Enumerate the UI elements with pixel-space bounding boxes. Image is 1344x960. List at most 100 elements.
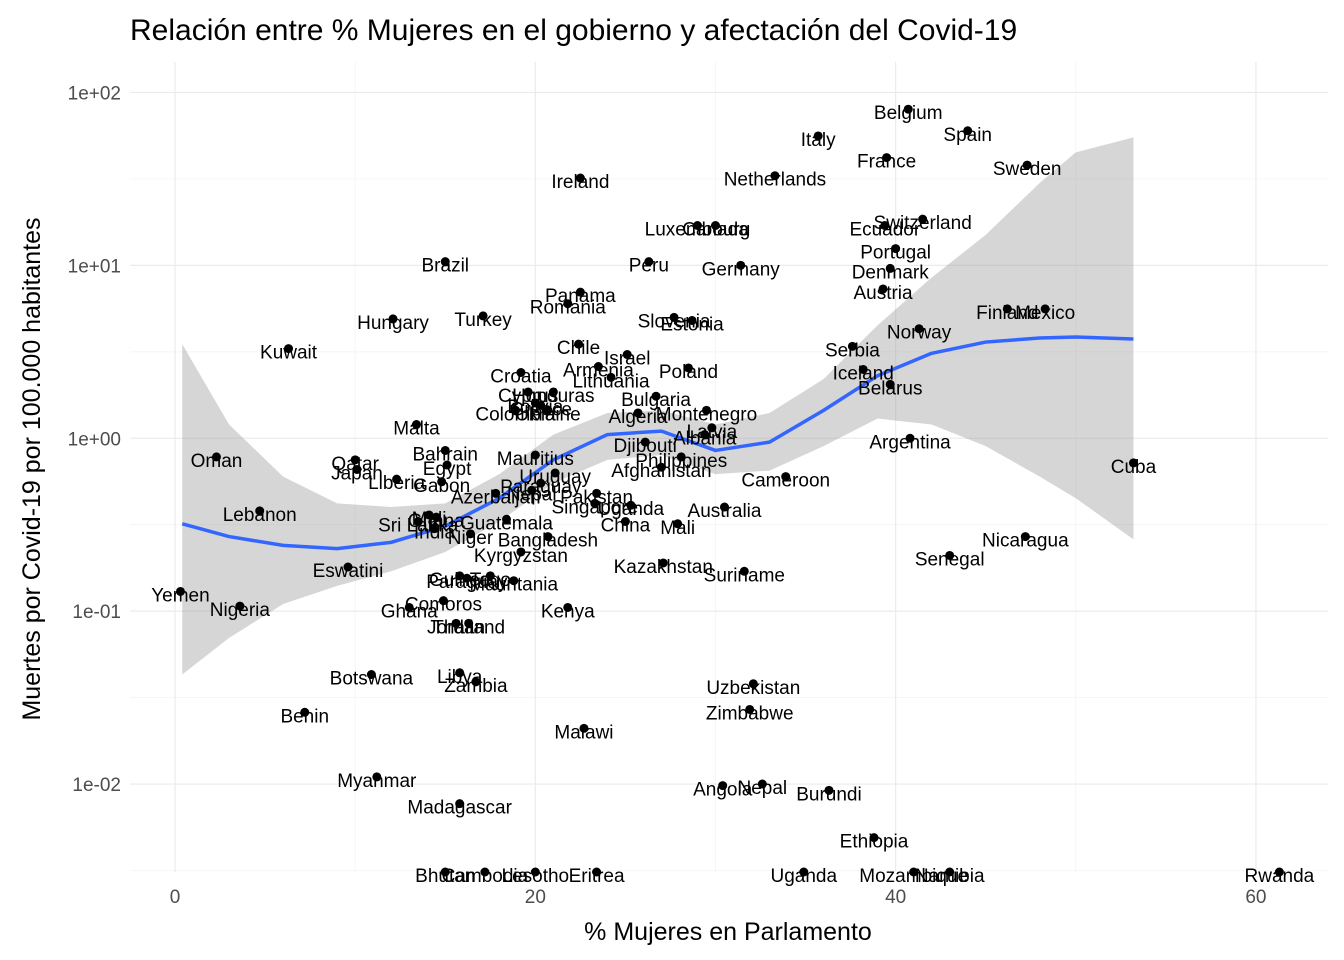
data-point (880, 221, 890, 231)
data-point (429, 524, 439, 534)
point-label: Turkey (454, 310, 512, 331)
data-point (485, 571, 495, 581)
point-label: Libya (437, 667, 483, 688)
data-point (593, 362, 603, 372)
data-point (736, 260, 746, 270)
point-label: Liberia (368, 473, 425, 494)
point-label: Togo (470, 570, 511, 591)
data-point (885, 379, 895, 389)
data-point (606, 372, 616, 382)
data-point (1020, 532, 1030, 542)
data-point (548, 387, 558, 397)
point-label: Germany (702, 259, 781, 280)
point-label: Colombia (475, 404, 556, 425)
data-point (455, 799, 465, 809)
point-label: Austria (853, 283, 913, 304)
point-label: Malta (393, 419, 440, 440)
data-point (442, 460, 452, 470)
data-point (530, 867, 540, 877)
data-point (440, 445, 450, 455)
data-point (502, 514, 512, 524)
point-label: Guinea (429, 570, 491, 591)
point-label: Lithuania (572, 371, 650, 392)
data-point (550, 468, 560, 478)
point-label: Belarus (858, 378, 922, 399)
point-label: Canada (682, 220, 749, 241)
data-point (372, 772, 382, 782)
data-point (516, 547, 526, 557)
point-label: Eritrea (569, 866, 625, 887)
data-point (343, 562, 353, 572)
point-label: Netherlands (724, 170, 826, 191)
data-point (451, 618, 461, 628)
data-point (480, 867, 490, 877)
data-point (464, 618, 474, 628)
point-label: Burundi (796, 784, 862, 805)
point-label: Panama (545, 286, 616, 307)
data-point (885, 263, 895, 273)
data-point (687, 315, 697, 325)
point-label: Belgium (874, 103, 943, 124)
data-point (438, 596, 448, 606)
data-point (516, 368, 526, 378)
grid-lines (130, 62, 1328, 872)
confidence-ribbon (182, 137, 1134, 675)
point-label: Uganda (598, 499, 665, 520)
data-point (882, 153, 892, 163)
point-label: Jordan (427, 617, 485, 638)
point-label: India (414, 523, 456, 544)
data-point (651, 391, 661, 401)
data-point (235, 601, 245, 611)
data-point (440, 867, 450, 877)
data-point (718, 781, 728, 791)
data-point (658, 558, 668, 568)
data-point (536, 400, 546, 410)
point-label: Israel (604, 349, 650, 370)
data-point (905, 433, 915, 443)
y-tick-label: 1e+01 (68, 256, 121, 277)
point-label: Cuba (1111, 457, 1157, 478)
point-label: Namibia (915, 866, 985, 887)
data-point (710, 221, 720, 231)
point-label: Paraguay (500, 477, 582, 498)
point-label: Sweden (993, 159, 1062, 180)
data-point (300, 707, 310, 717)
point-label: Ireland (551, 172, 609, 193)
data-point (748, 679, 758, 689)
data-point (622, 350, 632, 360)
y-axis-ticks: 1e-02 1e-01 1e+00 1e+01 1e+02 (68, 83, 121, 796)
point-label: Eswatini (313, 561, 384, 582)
data-point (536, 478, 546, 488)
data-point (770, 171, 780, 181)
point-label: Cambodia (442, 866, 529, 887)
data-point (440, 257, 450, 267)
data-point (878, 284, 888, 294)
data-point (175, 586, 185, 596)
point-label: Comoros (405, 595, 482, 616)
point-label: Lebanon (223, 505, 297, 526)
point-label: Chile (557, 338, 600, 359)
data-point (366, 670, 376, 680)
point-label: Kuwait (260, 343, 318, 364)
point-label: Serbia (825, 340, 880, 361)
x-tick-label: 40 (885, 887, 906, 908)
data-point (918, 214, 928, 224)
data-point (626, 500, 636, 510)
point-label: Japan (331, 463, 383, 484)
point-label: Yemen (151, 585, 209, 606)
point-label: Nigeria (210, 600, 271, 621)
point-label: Poland (659, 362, 718, 383)
point-label: Romania (530, 298, 606, 319)
point-label: Afghanistan (611, 461, 711, 482)
data-point (563, 299, 573, 309)
data-point (781, 472, 791, 482)
point-label: Honduras (512, 386, 594, 407)
x-axis-ticks: 0 20 40 60 (170, 887, 1267, 908)
data-point (462, 573, 472, 583)
data-point (1002, 304, 1012, 314)
point-label: Spain (943, 125, 992, 146)
data-point (211, 452, 221, 462)
data-point (701, 405, 711, 415)
data-points (175, 104, 1284, 877)
